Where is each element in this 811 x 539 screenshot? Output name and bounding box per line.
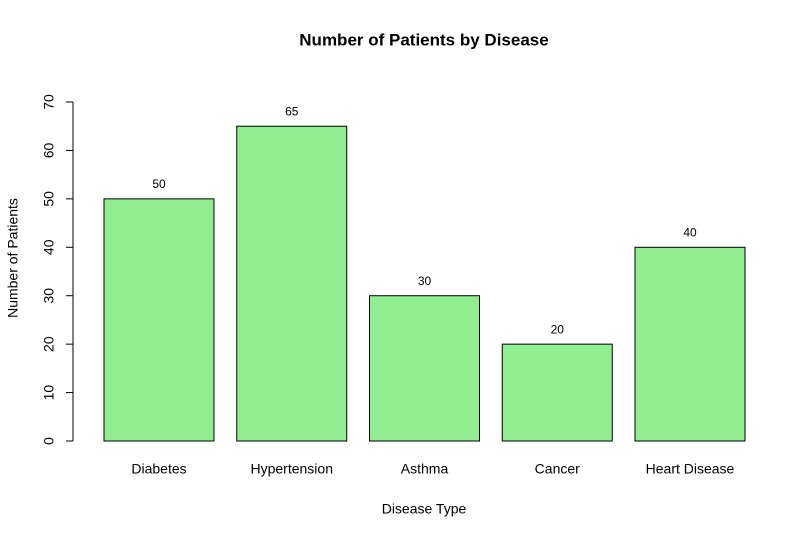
y-tick-label: 0 — [41, 437, 57, 445]
value-label: 20 — [551, 322, 565, 336]
value-label: 65 — [285, 104, 299, 118]
x-tick-label: Hypertension — [251, 461, 334, 477]
bar — [634, 246, 746, 442]
y-tick-label: 50 — [41, 191, 57, 207]
y-tick-label: 10 — [41, 385, 57, 401]
y-tick-label: 20 — [41, 336, 57, 352]
x-tick-label: Cancer — [535, 461, 580, 477]
value-label: 50 — [152, 177, 166, 191]
y-tick-label: 40 — [41, 239, 57, 255]
y-tick-label: 70 — [41, 94, 57, 110]
y-axis-label: Number of Patients — [5, 198, 21, 318]
bar — [369, 295, 480, 442]
chart-title: Number of Patients by Disease — [299, 30, 548, 49]
bar — [501, 343, 613, 442]
bar — [103, 198, 215, 442]
x-tick-label: Heart Disease — [646, 461, 735, 477]
y-tick-label: 30 — [41, 288, 57, 304]
value-label: 30 — [418, 274, 432, 288]
x-tick-label: Diabetes — [131, 461, 186, 477]
value-label: 40 — [683, 225, 697, 239]
y-tick-label: 60 — [41, 142, 57, 158]
x-tick-label: Asthma — [401, 461, 449, 477]
x-axis-label: Disease Type — [382, 501, 467, 517]
bar — [236, 125, 348, 442]
